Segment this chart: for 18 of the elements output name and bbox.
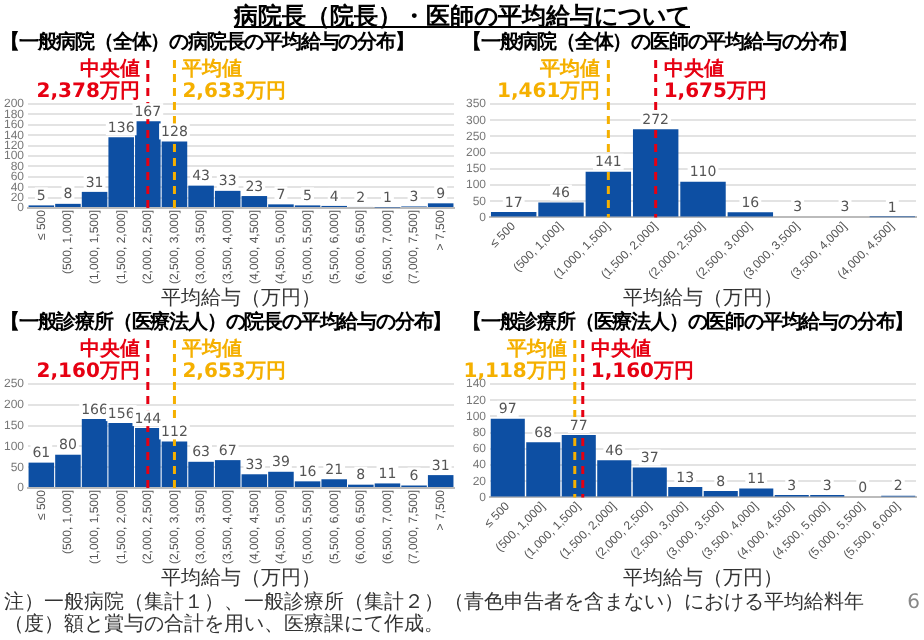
- x-axis-title: 平均給与（万円）: [623, 565, 784, 590]
- chart-title: 【一般診療所（医療法人）の医師の平均給与の分布】: [462, 312, 916, 336]
- text: 病院長（院長）・医師の平均給与について: [234, 2, 690, 30]
- text: 6: [907, 592, 920, 614]
- ref-line-label: 平均値 2,633万円: [180, 57, 286, 104]
- ref-line-label: 中央値 2,160万円: [36, 337, 140, 384]
- x-axis-title: 平均給与（万円）: [161, 565, 322, 590]
- ref-line-label: 中央値 1,160万円: [590, 337, 695, 384]
- ref-line-label: 平均値 1,461万円: [497, 57, 601, 104]
- ref-line-label: 中央値 2,378万円: [36, 57, 140, 104]
- text: 注）一般病院（集計１）、一般診療所（集計２）（青色申告者を含まない）における平均給料年（度）額と賞与の合計を用い、医療課にて作成。: [4, 592, 866, 636]
- x-axis-title: 平均給与（万円）: [161, 285, 322, 310]
- chart-title: 【一般病院（全体）の医師の平均給与の分布】: [462, 32, 859, 56]
- x-axis-title: 平均給与（万円）: [623, 285, 784, 310]
- chart-title: 【一般診療所（医療法人）の院長の平均給与の分布】: [0, 312, 454, 336]
- ref-line-label: 中央値 1,675万円: [663, 57, 767, 104]
- chart-title: 【一般病院（全体）の病院長の平均給与の分布】: [0, 32, 416, 56]
- ref-line-label: 平均値 2,653万円: [180, 337, 286, 384]
